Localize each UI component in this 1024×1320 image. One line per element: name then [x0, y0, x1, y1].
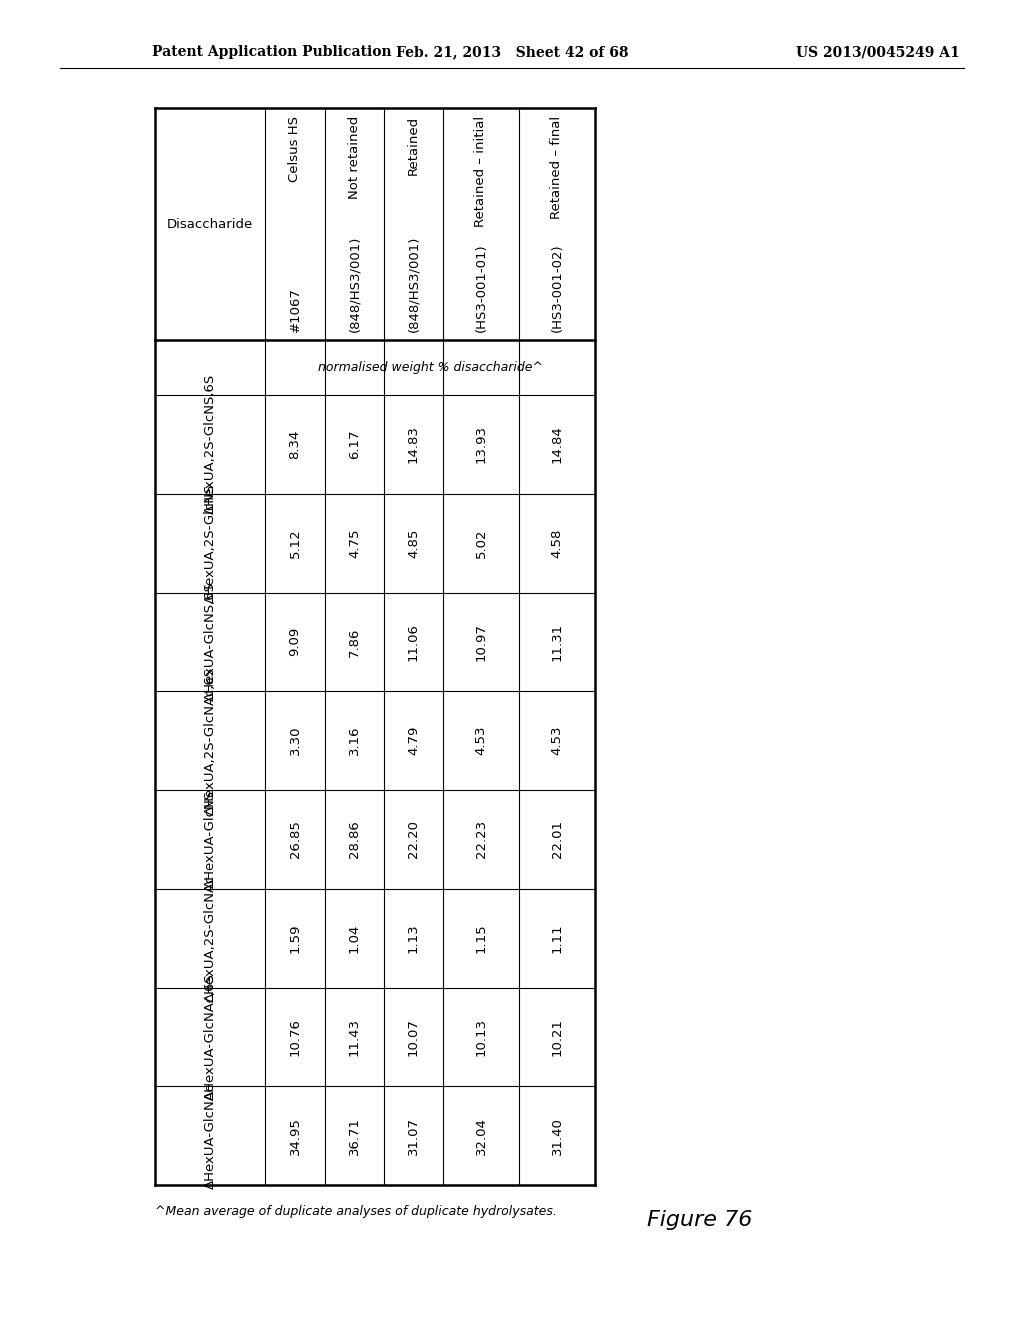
Text: ΔHexUA-GlcNS,6S: ΔHexUA-GlcNS,6S [204, 582, 216, 701]
Text: 5.12: 5.12 [289, 528, 301, 558]
Text: 31.40: 31.40 [551, 1117, 563, 1155]
Text: 22.01: 22.01 [551, 820, 563, 858]
Text: Not retained: Not retained [348, 116, 361, 199]
Text: 6.17: 6.17 [348, 429, 361, 459]
Text: 11.31: 11.31 [551, 623, 563, 661]
Text: 7.86: 7.86 [348, 627, 361, 656]
Text: 3.30: 3.30 [289, 726, 301, 755]
Text: 28.86: 28.86 [348, 821, 361, 858]
Text: 5.02: 5.02 [474, 528, 487, 558]
Text: ΔHexUA,2S-GlcNAc,6S: ΔHexUA,2S-GlcNAc,6S [204, 667, 216, 814]
Text: (HS3-001-01): (HS3-001-01) [474, 243, 487, 333]
Text: 4.85: 4.85 [407, 528, 420, 558]
Text: 1.04: 1.04 [348, 924, 361, 953]
Text: 1.59: 1.59 [289, 924, 301, 953]
Text: 11.06: 11.06 [407, 623, 420, 661]
Text: 31.07: 31.07 [407, 1117, 420, 1155]
Text: 11.43: 11.43 [348, 1018, 361, 1056]
Text: ΔHexUA-GlcNAc: ΔHexUA-GlcNAc [204, 1082, 216, 1188]
Text: Patent Application Publication: Patent Application Publication [152, 45, 391, 59]
Text: 10.76: 10.76 [289, 1018, 301, 1056]
Text: 34.95: 34.95 [289, 1117, 301, 1155]
Text: Disaccharide: Disaccharide [167, 218, 253, 231]
Text: normalised weight % disaccharide^: normalised weight % disaccharide^ [317, 360, 543, 374]
Text: 10.21: 10.21 [551, 1018, 563, 1056]
Text: ΔHexUA,2S-GlcNAc: ΔHexUA,2S-GlcNAc [204, 874, 216, 1002]
Text: 14.84: 14.84 [551, 425, 563, 463]
Text: #1067: #1067 [289, 288, 301, 333]
Text: 32.04: 32.04 [474, 1117, 487, 1155]
Text: 13.93: 13.93 [474, 425, 487, 463]
Text: 22.23: 22.23 [474, 820, 487, 858]
Text: 26.85: 26.85 [289, 821, 301, 858]
Text: ΔHexUA-GlcNAc,6S: ΔHexUA-GlcNAc,6S [204, 973, 216, 1101]
Text: 4.79: 4.79 [407, 726, 420, 755]
Text: Retained: Retained [407, 116, 420, 176]
Text: 10.07: 10.07 [407, 1018, 420, 1056]
Text: ΔHexUA-GlcNS: ΔHexUA-GlcNS [204, 791, 216, 888]
Text: US 2013/0045249 A1: US 2013/0045249 A1 [797, 45, 961, 59]
Text: 1.13: 1.13 [407, 923, 420, 953]
Text: 8.34: 8.34 [289, 430, 301, 459]
Text: 4.53: 4.53 [474, 726, 487, 755]
Text: Feb. 21, 2013   Sheet 42 of 68: Feb. 21, 2013 Sheet 42 of 68 [395, 45, 629, 59]
Text: 9.09: 9.09 [289, 627, 301, 656]
Text: Retained – initial: Retained – initial [474, 116, 487, 227]
Text: Celsus HS: Celsus HS [289, 116, 301, 182]
Text: 36.71: 36.71 [348, 1117, 361, 1155]
Text: ΔHexUA,2S-GlcNS,6S: ΔHexUA,2S-GlcNS,6S [204, 375, 216, 515]
Text: Figure 76: Figure 76 [647, 1210, 753, 1230]
Text: 4.75: 4.75 [348, 528, 361, 558]
Text: 10.13: 10.13 [474, 1018, 487, 1056]
Text: 10.97: 10.97 [474, 623, 487, 661]
Text: 4.53: 4.53 [551, 726, 563, 755]
Text: 3.16: 3.16 [348, 726, 361, 755]
Text: (848/HS3/001): (848/HS3/001) [407, 236, 420, 333]
Text: 4.58: 4.58 [551, 528, 563, 558]
Text: 1.15: 1.15 [474, 923, 487, 953]
Text: Retained – final: Retained – final [551, 116, 563, 219]
Text: 1.11: 1.11 [551, 923, 563, 953]
Text: ^Mean average of duplicate analyses of duplicate hydrolysates.: ^Mean average of duplicate analyses of d… [155, 1205, 557, 1218]
Text: ΔHexUA,2S-GlcNS: ΔHexUA,2S-GlcNS [204, 483, 216, 603]
Text: 14.83: 14.83 [407, 425, 420, 463]
Text: (848/HS3/001): (848/HS3/001) [348, 236, 361, 333]
Text: 22.20: 22.20 [407, 820, 420, 858]
Text: (HS3-001-02): (HS3-001-02) [551, 243, 563, 333]
